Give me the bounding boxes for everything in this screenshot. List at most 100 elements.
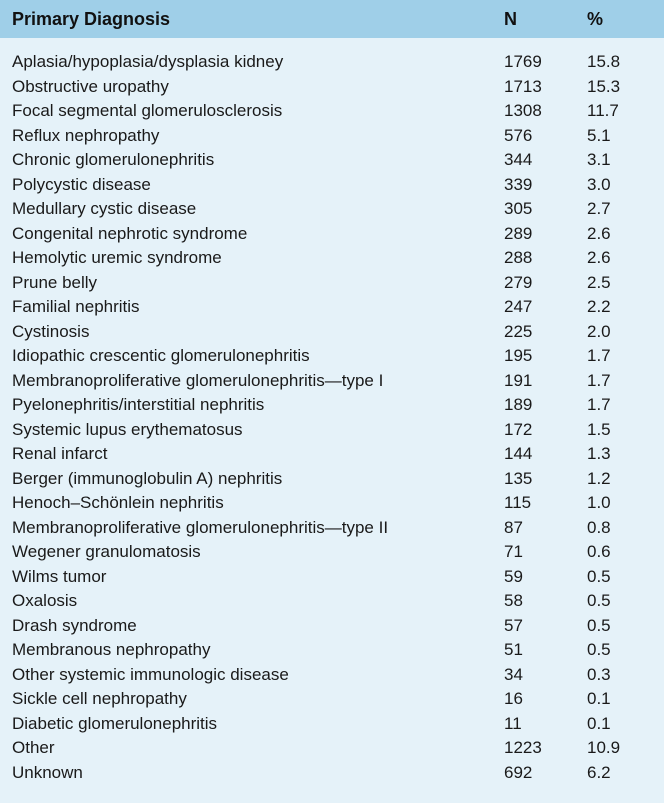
cell-n: 1769 [504, 52, 542, 71]
cell-n: 87 [504, 517, 523, 537]
table-row: Membranoproliferative glomerulonephritis… [0, 369, 664, 394]
cell-percent: 0.1 [587, 713, 611, 733]
table-row: Obstructive uropathy 1713 15.3 [0, 75, 664, 100]
cell-percent: 1.5 [587, 419, 611, 439]
table-row: Sickle cell nephropathy 16 0.1 [0, 687, 664, 712]
cell-diagnosis: Oxalosis [12, 591, 78, 610]
cell-n: 289 [504, 223, 533, 243]
cell-percent: 1.7 [587, 370, 611, 390]
cell-diagnosis: Renal infarct [12, 444, 108, 463]
table-row: Wilms tumor 59 0.5 [0, 565, 664, 590]
cell-diagnosis: Polycystic disease [12, 174, 151, 194]
cell-diagnosis: Reflux nephropathy [12, 125, 160, 145]
table-row: Membranoproliferative glomerulonephritis… [0, 516, 664, 541]
cell-diagnosis: Focal segmental glomerulosclerosis [12, 101, 283, 120]
cell-percent: 3.1 [587, 150, 611, 169]
table-row: Prune belly 279 2.5 [0, 271, 664, 296]
table-row: Idiopathic crescentic glomerulonephritis… [0, 344, 664, 369]
table-row: Systemic lupus erythematosus 172 1.5 [0, 418, 664, 443]
cell-percent: 2.6 [587, 248, 611, 267]
cell-percent: 2.6 [587, 223, 611, 243]
table-body: Aplasia/hypoplasia/dysplasia kidney 1769 1… [0, 50, 664, 785]
cell-percent: 1.2 [587, 468, 611, 488]
cell-diagnosis: Other systemic immunologic disease [12, 664, 289, 684]
cell-diagnosis: Aplasia/hypoplasia/dysplasia kidney [12, 52, 284, 71]
table-row: Familial nephritis 247 2.2 [0, 295, 664, 320]
cell-diagnosis: Prune belly [12, 272, 98, 292]
cell-n: 576 [504, 125, 533, 145]
cell-diagnosis: Wilms tumor [12, 566, 107, 586]
cell-n: 305 [504, 199, 533, 218]
cell-n: 59 [504, 566, 523, 586]
cell-percent: 5.1 [587, 125, 611, 145]
cell-n: 225 [504, 321, 533, 341]
header-n: N [504, 9, 517, 29]
cell-percent: 0.6 [587, 542, 611, 561]
table-row: Focal segmental glomerulosclerosis 1308 11… [0, 99, 664, 124]
cell-percent: 0.5 [587, 615, 611, 635]
table-row: Cystinosis 225 2.0 [0, 320, 664, 345]
table-row: Congenital nephrotic syndrome 289 2.6 [0, 222, 664, 247]
table-row: Aplasia/hypoplasia/dysplasia kidney 1769 1… [0, 50, 664, 75]
cell-diagnosis: Membranous nephropathy [12, 640, 211, 659]
cell-diagnosis: Drash syndrome [12, 615, 137, 635]
table-row: Chronic glomerulonephritis 344 3.1 [0, 148, 664, 173]
table-row: Reflux nephropathy 576 5.1 [0, 124, 664, 149]
cell-diagnosis: Obstructive uropathy [12, 76, 169, 96]
cell-diagnosis: Unknown [12, 762, 83, 782]
header-percent: % [587, 9, 604, 29]
cell-n: 247 [504, 297, 533, 316]
table-row: Membranous nephropathy 51 0.5 [0, 638, 664, 663]
cell-diagnosis: Congenital nephrotic syndrome [12, 223, 248, 243]
table-row: Berger (immunoglobulin A) nephritis 135 1.… [0, 467, 664, 492]
cell-percent: 6.2 [587, 762, 611, 782]
cell-n: 339 [504, 174, 533, 194]
cell-percent: 0.5 [587, 566, 611, 586]
table-row: Oxalosis 58 0.5 [0, 589, 664, 614]
cell-diagnosis: Henoch–Schönlein nephritis [12, 493, 224, 512]
table-row: Medullary cystic disease 305 2.7 [0, 197, 664, 222]
cell-n: 1223 [504, 738, 542, 757]
cell-n: 288 [504, 248, 533, 267]
cell-percent: 15.3 [587, 76, 621, 96]
cell-diagnosis: Systemic lupus erythematosus [12, 419, 243, 439]
cell-percent: 0.8 [587, 517, 611, 537]
cell-percent: 2.5 [587, 272, 611, 292]
cell-diagnosis: Cystinosis [12, 321, 90, 341]
cell-n: 11 [504, 713, 522, 733]
header-primary-diagnosis: Primary Diagnosis [12, 9, 171, 29]
cell-diagnosis: Chronic glomerulonephritis [12, 150, 215, 169]
table-header-row: Primary Diagnosis N % [0, 0, 664, 38]
table-row: Polycystic disease 339 3.0 [0, 173, 664, 198]
cell-percent: 0.3 [587, 664, 611, 684]
cell-percent: 2.0 [587, 321, 611, 341]
cell-n: 172 [504, 419, 533, 439]
cell-percent: 1.7 [587, 346, 611, 365]
cell-n: 692 [504, 762, 533, 782]
table-row: Drash syndrome 57 0.5 [0, 614, 664, 639]
cell-n: 1713 [504, 76, 542, 96]
cell-diagnosis: Sickle cell nephropathy [12, 689, 187, 708]
cell-n: 58 [504, 591, 523, 610]
cell-diagnosis: Wegener granulomatosis [12, 542, 201, 561]
cell-n: 57 [504, 615, 523, 635]
cell-percent: 0.1 [587, 689, 611, 708]
table-row: Other systemic immunologic disease 34 0.3 [0, 663, 664, 688]
table-row: Renal infarct 144 1.3 [0, 442, 664, 467]
table-row: Pyelonephritis/interstitial nephritis 189… [0, 393, 664, 418]
table-row: Hemolytic uremic syndrome 288 2.6 [0, 246, 664, 271]
cell-percent: 11.7 [587, 101, 619, 120]
cell-percent: 1.7 [587, 395, 611, 414]
cell-diagnosis: Diabetic glomerulonephritis [12, 713, 218, 733]
cell-n: 34 [504, 664, 523, 684]
cell-n: 135 [504, 468, 533, 488]
cell-n: 279 [504, 272, 533, 292]
cell-diagnosis: Familial nephritis [12, 297, 140, 316]
cell-diagnosis: Berger (immunoglobulin A) nephritis [12, 468, 283, 488]
table-row: Wegener granulomatosis 71 0.6 [0, 540, 664, 565]
cell-percent: 0.5 [587, 640, 611, 659]
cell-percent: 2.2 [587, 297, 611, 316]
table-row: Henoch–Schönlein nephritis 115 1.0 [0, 491, 664, 516]
cell-percent: 0.5 [587, 591, 611, 610]
cell-n: 1308 [504, 101, 542, 120]
